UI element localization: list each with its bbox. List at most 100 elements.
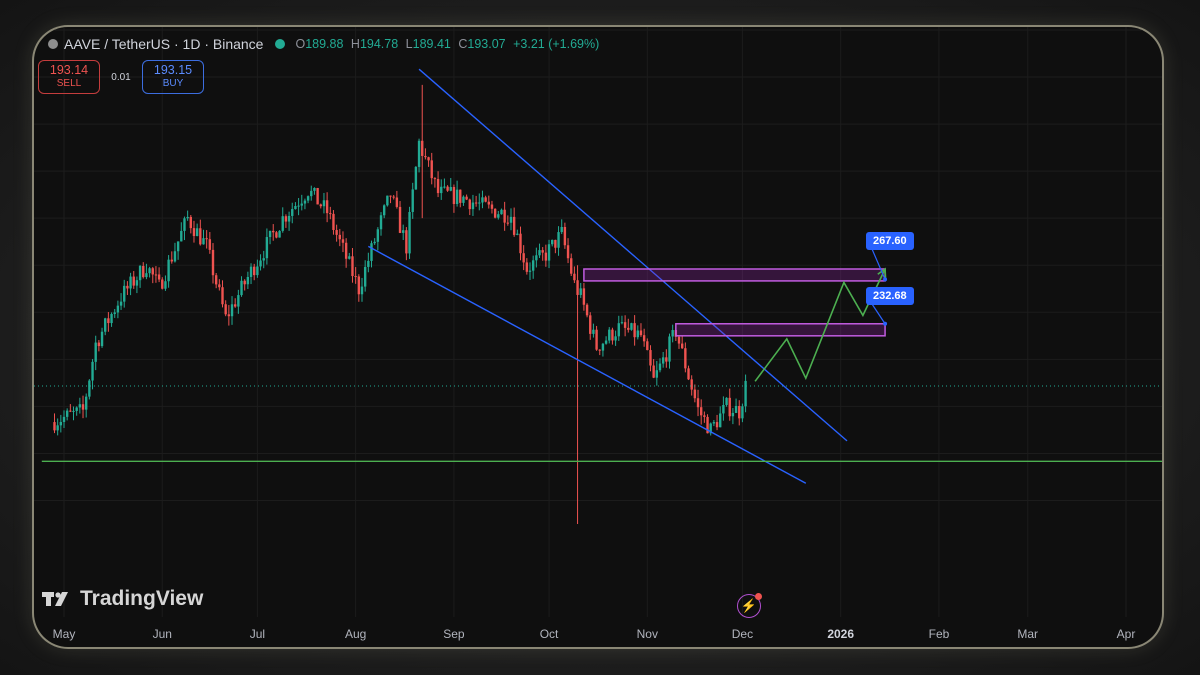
candle-body <box>183 218 186 231</box>
candle-body <box>278 230 281 238</box>
candle-body <box>154 274 158 276</box>
candle-body <box>741 406 744 419</box>
price-chart[interactable] <box>34 27 1162 647</box>
candle-body <box>731 412 735 417</box>
candle-body <box>570 258 573 274</box>
candle-body <box>414 166 418 190</box>
candle-body <box>88 380 91 397</box>
x-axis-tick-label: Feb <box>928 627 950 641</box>
candle-body <box>722 404 725 414</box>
candle-body <box>230 304 234 317</box>
candle-body <box>65 410 69 417</box>
candle-body <box>744 380 747 407</box>
candle-body <box>214 275 218 285</box>
tradingview-brand[interactable]: TradingView <box>42 587 203 611</box>
candle-body <box>516 233 519 235</box>
candle-body <box>443 186 446 188</box>
lightning-icon[interactable]: ⚡ <box>737 593 762 618</box>
ohlc-values: O189.88 H194.78 L189.41 C193.07 +3.21 (+… <box>295 37 600 51</box>
candle-body <box>53 422 56 431</box>
candle-body <box>512 216 516 235</box>
candle-body <box>535 255 538 261</box>
candle-body <box>528 270 532 272</box>
candle-body <box>69 410 72 412</box>
candle-body <box>405 230 408 254</box>
target-price-tag: 232.68 <box>866 287 914 305</box>
candle-body <box>142 265 145 278</box>
candle-body <box>354 276 357 278</box>
candle-body <box>693 389 697 399</box>
candle-body <box>506 222 510 224</box>
low-value: 189.41 <box>412 37 451 51</box>
candle-body <box>700 407 703 416</box>
candle-body <box>728 397 731 417</box>
candle-body <box>287 215 291 222</box>
candle-body <box>126 285 129 289</box>
candle-body <box>208 239 212 250</box>
candle-body <box>202 238 205 245</box>
candle-body <box>541 250 544 253</box>
change-value: +3.21 (+1.69%) <box>513 37 600 51</box>
candle-body <box>417 140 421 167</box>
x-axis-tick-label: 2026 <box>827 627 855 641</box>
candle-body <box>636 330 639 338</box>
candle-body <box>306 196 310 201</box>
candle-body <box>639 330 643 336</box>
candle-body <box>706 416 709 434</box>
candle-body <box>373 241 376 244</box>
price-tag-anchor <box>883 321 888 326</box>
candle-body <box>332 213 335 231</box>
candle-body <box>297 205 300 207</box>
candle-body <box>389 195 392 197</box>
candle-body <box>719 413 722 428</box>
candle-body <box>474 202 478 204</box>
candle-body <box>195 228 199 237</box>
candle-body <box>449 186 452 191</box>
candle-body <box>281 216 284 231</box>
candle-body <box>690 379 693 390</box>
candle-body <box>240 280 243 296</box>
candle-body <box>300 203 303 206</box>
candle-body <box>395 197 399 207</box>
candle-body <box>259 260 262 267</box>
buy-button[interactable]: 193.15 BUY <box>142 60 204 94</box>
candle-body <box>113 312 116 314</box>
candle-body <box>554 239 557 248</box>
candle-body <box>376 229 380 242</box>
candle-body <box>291 209 294 216</box>
candle-body <box>227 314 231 317</box>
candle-body <box>180 230 183 242</box>
sell-button[interactable]: 193.14 SELL <box>38 60 100 94</box>
candle-body <box>525 262 529 272</box>
candle-body <box>633 323 636 338</box>
candle-body <box>243 280 246 285</box>
candle-body <box>661 357 665 364</box>
candle-body <box>627 327 630 330</box>
x-axis-tick-label: Nov <box>636 627 658 641</box>
candle-body <box>408 211 411 254</box>
candle-body <box>604 340 608 344</box>
candle-body <box>497 214 500 218</box>
falling-wedge-lower-line <box>368 245 807 484</box>
candle-body <box>84 396 88 410</box>
upper-zone-box <box>583 268 886 282</box>
candle-body <box>303 200 307 204</box>
x-axis-tick-label: Mar <box>1017 627 1039 641</box>
x-axis-tick-label: Dec <box>731 627 754 641</box>
tradingview-logo-icon <box>42 592 68 606</box>
symbol-title[interactable]: AAVE / TetherUS · 1D · Binance <box>64 36 264 52</box>
candle-body <box>620 322 624 324</box>
candle-body <box>59 421 63 426</box>
candle-body <box>655 370 659 378</box>
x-axis-tick-label: Oct <box>539 627 559 641</box>
candle-body <box>161 279 164 289</box>
candle-body <box>256 266 259 276</box>
projection-arrowhead <box>877 267 887 279</box>
candle-body <box>471 202 475 210</box>
candle-body <box>348 256 351 259</box>
candle-body <box>544 252 548 261</box>
candle-body <box>94 342 97 362</box>
candle-body <box>275 232 278 238</box>
candle-body <box>164 281 167 289</box>
candle-body <box>652 365 655 378</box>
